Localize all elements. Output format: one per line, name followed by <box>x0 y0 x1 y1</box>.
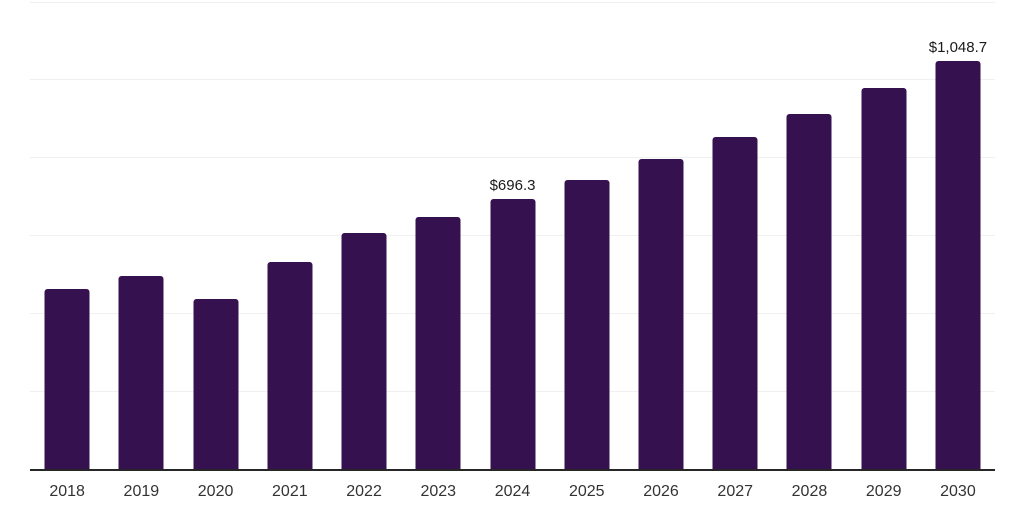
bar-slot <box>401 0 475 470</box>
bar-slot <box>178 0 252 470</box>
x-axis-label-2029: 2029 <box>865 483 902 500</box>
bar-2022 <box>341 233 387 470</box>
bar-slot <box>772 0 846 470</box>
x-axis-label-2030: 2030 <box>940 483 976 500</box>
x-axis-line <box>30 469 995 471</box>
bar-slot: $1,048.7 <box>921 0 995 470</box>
x-axis-label-2024: 2024 <box>494 483 531 500</box>
x-axis-label-2020: 2020 <box>197 483 234 500</box>
bar-slot <box>104 0 178 470</box>
bar-2030 <box>935 61 981 470</box>
x-axis: 2018 2019 2020 2021 2022 2023 2024 2025 2026 2027… <box>30 484 995 500</box>
bar-slot <box>30 0 104 470</box>
bar-slot <box>847 0 921 470</box>
x-axis-label-2021: 2021 <box>272 483 308 500</box>
x-axis-label-2018: 2018 <box>49 483 85 500</box>
gridline <box>30 157 995 159</box>
x-axis-label-2019: 2019 <box>123 483 160 500</box>
bar-slot: $696.3 <box>475 0 549 470</box>
bar-slot <box>624 0 698 470</box>
bar-2025 <box>564 179 610 470</box>
bar-2021 <box>267 261 313 470</box>
gridline <box>30 79 995 81</box>
bar-2027 <box>712 137 758 470</box>
bar-2019 <box>118 275 164 470</box>
bar-slot <box>327 0 401 470</box>
x-axis-label-2023: 2023 <box>420 483 457 500</box>
x-axis-label-2025: 2025 <box>568 483 605 500</box>
bar-2018 <box>44 288 90 470</box>
bar-slot <box>253 0 327 470</box>
plot-area: $696.3 $1,048.7 <box>30 0 995 470</box>
bar-2024 <box>490 198 536 470</box>
bar-2028 <box>786 113 832 470</box>
x-axis-label-2027: 2027 <box>717 483 754 500</box>
bar-value-label-2024: $696.3 <box>489 176 536 194</box>
bars-container: $696.3 $1,048.7 <box>30 0 995 470</box>
bar-slot <box>698 0 772 470</box>
x-axis-label-2022: 2022 <box>346 483 382 500</box>
bar-value-label-2030: $1,048.7 <box>928 39 988 57</box>
bar-2020 <box>193 298 239 470</box>
bar-2029 <box>861 88 907 470</box>
x-axis-label-2026: 2026 <box>643 483 679 500</box>
x-axis-label-2028: 2028 <box>791 483 828 500</box>
bar-slot <box>550 0 624 470</box>
bar-2026 <box>638 159 684 470</box>
bar-2023 <box>415 216 461 470</box>
gridline <box>30 1 995 3</box>
